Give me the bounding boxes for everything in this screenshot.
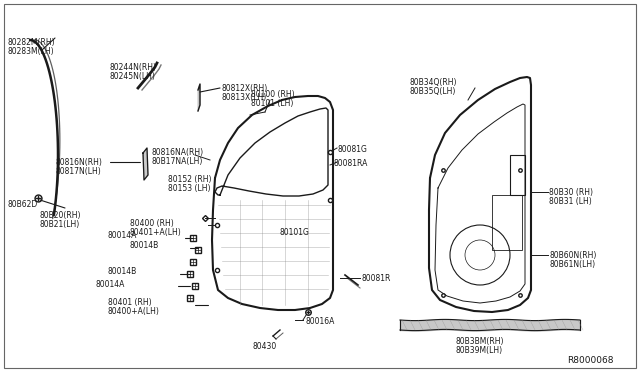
Text: 80244N(RH): 80244N(RH) [110, 63, 157, 72]
Text: 80014B: 80014B [108, 267, 137, 276]
Text: 80B39M(LH): 80B39M(LH) [455, 346, 502, 355]
Text: 80282M(RH): 80282M(RH) [8, 38, 56, 47]
Text: 80081R: 80081R [362, 274, 392, 283]
Text: 80B20(RH): 80B20(RH) [40, 211, 81, 220]
Text: 80101G: 80101G [280, 228, 310, 237]
Text: 80014A: 80014A [95, 280, 124, 289]
Polygon shape [198, 84, 200, 111]
Text: 80B35Q(LH): 80B35Q(LH) [410, 87, 456, 96]
Text: 80401+A(LH): 80401+A(LH) [130, 228, 182, 237]
Text: 80016A: 80016A [306, 317, 335, 326]
Text: 80245N(LH): 80245N(LH) [110, 72, 156, 81]
Text: 80B17NA(LH): 80B17NA(LH) [152, 157, 204, 166]
Text: 80153 (LH): 80153 (LH) [168, 184, 211, 193]
Text: 80B62D: 80B62D [8, 200, 38, 209]
Bar [510, 155, 525, 195]
Text: 80B3BM(RH): 80B3BM(RH) [455, 337, 504, 346]
Text: 80400 (RH): 80400 (RH) [130, 219, 173, 228]
Text: 80816NA(RH): 80816NA(RH) [152, 148, 204, 157]
Text: R8000068: R8000068 [567, 356, 614, 365]
Bar [492, 195, 522, 250]
Text: 80B34Q(RH): 80B34Q(RH) [410, 78, 458, 87]
Text: 80081G: 80081G [338, 145, 368, 154]
Text: 80283M(LH): 80283M(LH) [8, 47, 54, 56]
Text: 80B21(LH): 80B21(LH) [40, 220, 80, 229]
Text: 80014A: 80014A [108, 231, 138, 240]
Text: 80B31 (LH): 80B31 (LH) [549, 197, 592, 206]
Text: 80152 (RH): 80152 (RH) [168, 175, 211, 184]
Text: 80816N(RH): 80816N(RH) [55, 158, 102, 167]
Text: 80100 (RH): 80100 (RH) [251, 90, 294, 99]
Text: 80400+A(LH): 80400+A(LH) [108, 307, 160, 316]
Text: 80B30 (RH): 80B30 (RH) [549, 188, 593, 197]
Text: 80401 (RH): 80401 (RH) [108, 298, 152, 307]
Text: 80101 (LH): 80101 (LH) [251, 99, 293, 108]
Text: 80081RA: 80081RA [333, 159, 367, 168]
Text: 80812X(RH): 80812X(RH) [221, 84, 268, 93]
Text: 80817N(LH): 80817N(LH) [55, 167, 100, 176]
Text: 80014B: 80014B [130, 241, 159, 250]
Text: 80B60N(RH): 80B60N(RH) [549, 251, 596, 260]
Text: 80430: 80430 [253, 342, 277, 351]
Polygon shape [143, 148, 148, 180]
Text: 80B61N(LH): 80B61N(LH) [549, 260, 595, 269]
Text: 80813X(LH): 80813X(LH) [221, 93, 266, 102]
